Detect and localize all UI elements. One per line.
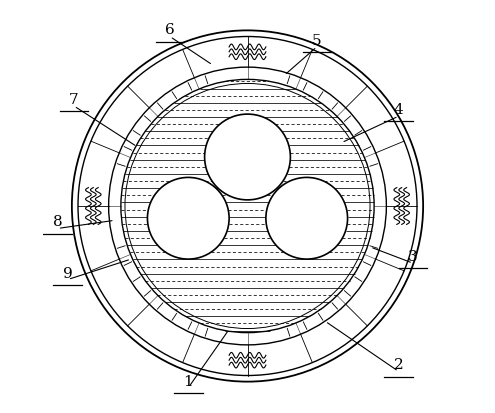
Circle shape [266,178,347,259]
Text: 6: 6 [165,24,175,38]
Text: 2: 2 [394,358,403,372]
Text: 1: 1 [184,374,193,388]
Circle shape [148,178,229,259]
Text: 8: 8 [53,215,62,229]
Circle shape [204,115,291,200]
Text: 9: 9 [63,266,73,280]
Text: 3: 3 [408,249,418,263]
Text: 5: 5 [312,33,322,47]
Text: 4: 4 [394,103,403,117]
Text: 7: 7 [69,93,79,107]
